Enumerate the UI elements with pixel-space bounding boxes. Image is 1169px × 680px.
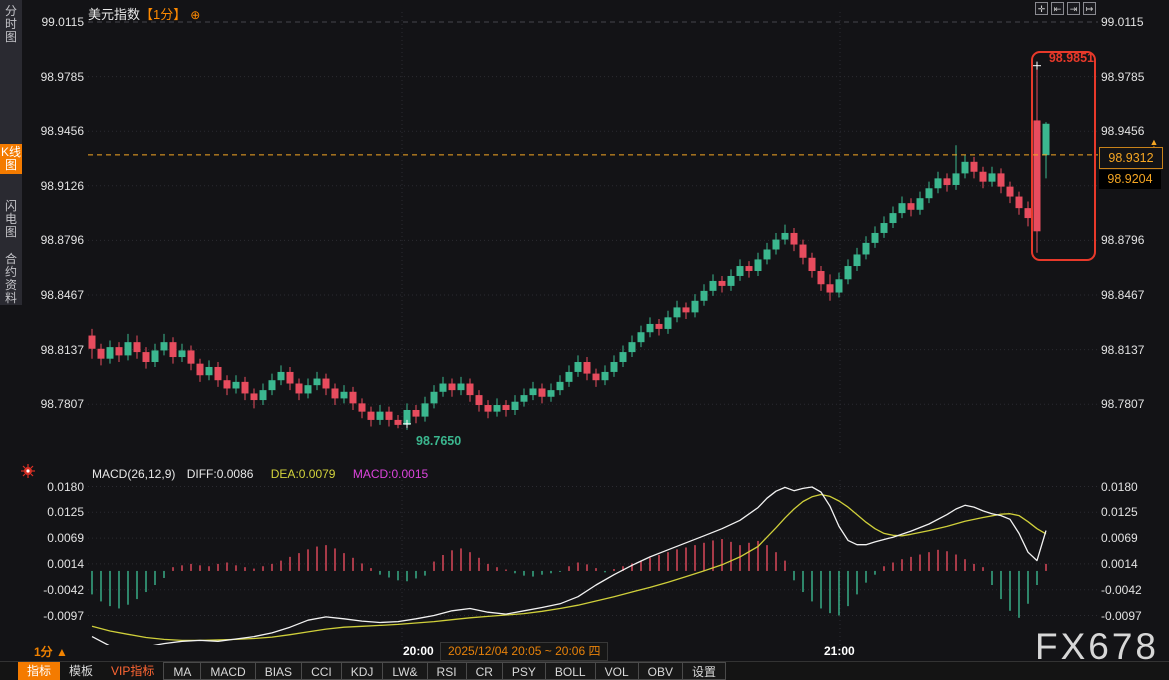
- main-y-tick-left: 98.9126: [40, 178, 84, 193]
- macd-y-tick-right: -0.0097: [1101, 608, 1142, 623]
- toolbar-indicator-boll[interactable]: BOLL: [544, 662, 595, 680]
- indicator-toolbar: 指标 模板 VIP指标 MA MACD BIAS CCI KDJ LW& RSI CR PSY B…: [0, 661, 1169, 680]
- toolbar-template-button[interactable]: 模板: [69, 664, 94, 678]
- toolbar-indicator-psy[interactable]: PSY: [501, 662, 545, 680]
- main-y-tick-left: 98.8137: [40, 342, 84, 357]
- scale-left-icon[interactable]: ⇤: [1051, 2, 1064, 15]
- symbol-name: 美元指数: [88, 7, 141, 22]
- macd-y-tick-left: 0.0014: [47, 556, 84, 571]
- current-price-tag: 98.9312: [1099, 147, 1163, 169]
- period-dropdown-arrow-icon: ▲: [56, 645, 68, 659]
- main-y-tick-right: 98.7807: [1101, 397, 1145, 412]
- main-y-tick-left: 98.9785: [40, 69, 84, 84]
- main-y-tick-left: 98.8467: [40, 288, 84, 302]
- dea-value: DEA:0.0079: [270, 467, 336, 481]
- diff-value: DIFF:0.0086: [186, 467, 254, 481]
- main-y-tick-right: 98.9785: [1101, 69, 1145, 84]
- toolbar-indicator-bias[interactable]: BIAS: [254, 662, 302, 680]
- period-label: 【1分】: [140, 7, 187, 22]
- toolbar-indicator-lw&[interactable]: LW&: [382, 662, 427, 680]
- macd-panel-marker-icon[interactable]: [21, 464, 35, 478]
- macd-y-tick-right: 0.0069: [1101, 531, 1138, 546]
- main-y-tick-left: 98.7807: [40, 397, 84, 412]
- macd-y-tick-left: -0.0042: [43, 582, 84, 597]
- macd-y-tick-right: 0.0014: [1101, 556, 1138, 571]
- sidebar-tab-contract-info[interactable]: 合约资料: [4, 252, 17, 305]
- toolbar-indicator-obv[interactable]: OBV: [637, 662, 682, 680]
- chart-toolbuttons: ✛ ⇤ ⇥ ↦: [1035, 2, 1096, 15]
- toolbar-indicator-rsi[interactable]: RSI: [426, 662, 466, 680]
- sidebar-tab-flash-chart[interactable]: 闪电图: [4, 199, 17, 239]
- main-y-tick-right: 98.8796: [1101, 233, 1145, 248]
- sidebar: 分时图 K线图 闪电图 合约资料: [0, 0, 22, 305]
- main-y-tick-right: 98.8467: [1101, 288, 1145, 302]
- macd-y-tick-left: 0.0180: [47, 479, 84, 494]
- main-y-tick-right: 99.0115: [1101, 15, 1144, 29]
- main-chart-canvas[interactable]: [88, 0, 1098, 460]
- period-selector[interactable]: 1分 ▲: [34, 645, 68, 659]
- scale-right-icon[interactable]: ⇥: [1067, 2, 1080, 15]
- macd-y-tick-right: -0.0042: [1101, 582, 1142, 597]
- toolbar-indicator-kdj[interactable]: KDJ: [340, 662, 383, 680]
- sidebar-tab-kline-chart[interactable]: K线图: [0, 144, 22, 174]
- toolbar-indicator-cci[interactable]: CCI: [301, 662, 341, 680]
- macd-chart-canvas[interactable]: [88, 480, 1098, 645]
- toolbar-indicator-macd[interactable]: MACD: [200, 662, 255, 680]
- toolbar-indicator-ma[interactable]: MA: [163, 662, 201, 680]
- watermark: FX678: [1034, 626, 1159, 667]
- main-y-tick-right: 98.8137: [1101, 342, 1145, 357]
- toolbar-indicator-设置[interactable]: 设置: [681, 662, 726, 680]
- sidebar-tab-time-chart[interactable]: 分时图: [4, 4, 17, 44]
- macd-y-tick-left: -0.0097: [43, 608, 84, 623]
- main-y-tick-left: 99.0115: [41, 15, 85, 29]
- crosshair-pan-icon[interactable]: ✛: [1035, 2, 1048, 15]
- macd-y-tick-right: 0.0125: [1101, 505, 1138, 520]
- toolbar-indicators-button[interactable]: 指标: [18, 662, 61, 680]
- macd-value: MACD:0.0015: [352, 467, 429, 481]
- toolbar-indicator-vol[interactable]: VOL: [594, 662, 638, 680]
- add-indicator-icon[interactable]: ⊕: [190, 8, 201, 22]
- macd-y-tick-right: 0.0180: [1101, 479, 1138, 494]
- secondary-price-tag: 98.9204: [1099, 170, 1161, 189]
- high-price-label: 98.9851: [1048, 51, 1094, 65]
- main-y-tick-right: 98.9456: [1101, 124, 1145, 139]
- macd-params: MACD(26,12,9): [92, 467, 176, 481]
- shift-chart-icon[interactable]: ↦: [1083, 2, 1096, 15]
- main-y-tick-left: 98.9456: [40, 124, 84, 139]
- main-y-tick-left: 98.8796: [40, 233, 84, 248]
- chart-title: 美元指数【1分】 ⊕: [88, 4, 200, 23]
- selected-range-label: 2025/12/04 20:05 ~ 20:06 四: [440, 642, 609, 661]
- toolbar-indicator-cells: MA MACD BIAS CCI KDJ LW& RSI CR PSY BOLL VOL OBV 设置: [163, 662, 726, 680]
- low-price-label: 98.7650: [416, 434, 462, 448]
- macd-readout: MACD(26,12,9) DIFF:0.0086 DEA:0.0079 MAC…: [92, 467, 428, 481]
- macd-y-tick-left: 0.0069: [47, 531, 84, 546]
- time-tick-21: 21:00: [824, 644, 855, 658]
- time-tick-20: 20:00: [403, 644, 434, 658]
- macd-y-tick-left: 0.0125: [47, 505, 84, 520]
- toolbar-vip-button[interactable]: VIP指标: [111, 664, 155, 678]
- toolbar-indicator-cr[interactable]: CR: [465, 662, 502, 680]
